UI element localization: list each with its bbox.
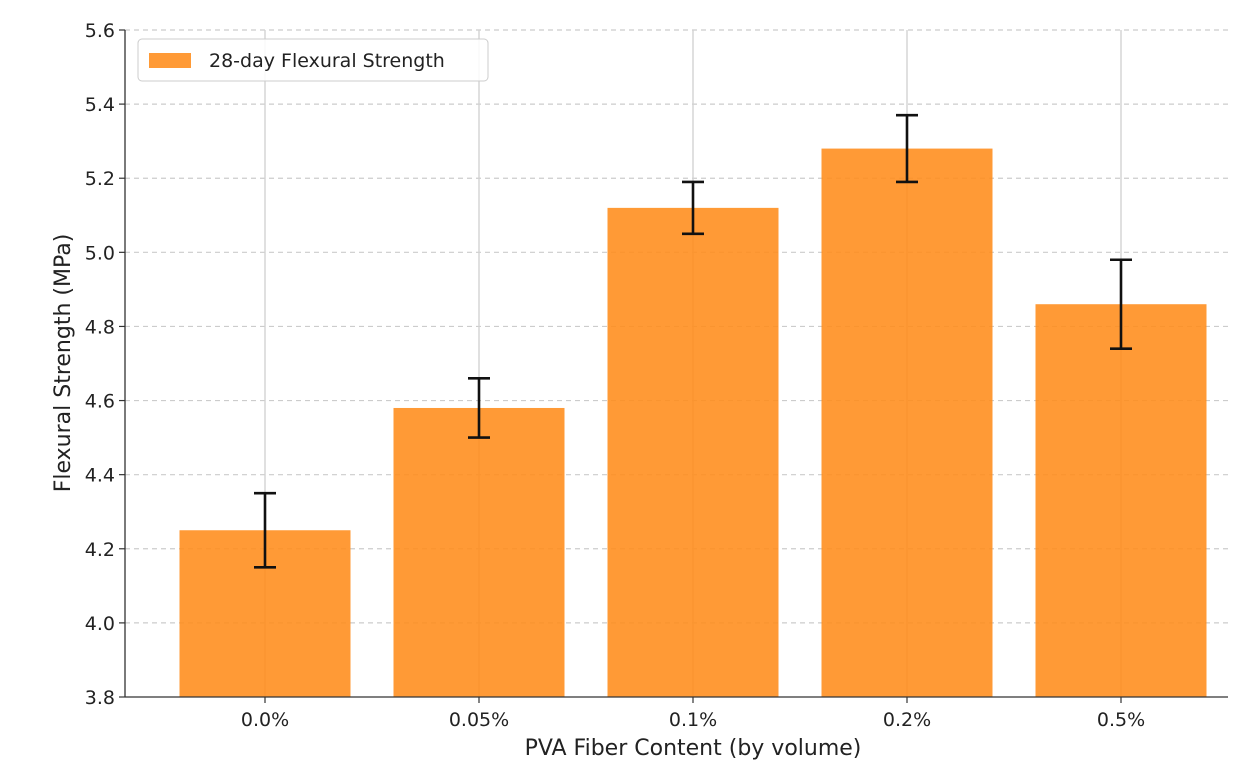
x-tick-label: 0.2% bbox=[883, 709, 931, 731]
y-axis-label: Flexural Strength (MPa) bbox=[51, 234, 76, 493]
x-axis-label: PVA Fiber Content (by volume) bbox=[525, 736, 862, 761]
error-bars bbox=[254, 113, 1132, 569]
x-tick-label: 0.0% bbox=[241, 709, 289, 731]
error-bar bbox=[1110, 258, 1132, 350]
y-tick-label: 3.8 bbox=[85, 687, 115, 709]
x-tick-label: 0.05% bbox=[449, 709, 509, 731]
error-bar bbox=[468, 377, 490, 439]
bar bbox=[821, 148, 993, 698]
error-bar bbox=[254, 491, 276, 569]
y-tick-label: 5.6 bbox=[85, 20, 115, 42]
y-tick-label: 4.4 bbox=[85, 465, 115, 487]
legend: 28-day Flexural Strength bbox=[137, 38, 489, 82]
bar bbox=[607, 207, 779, 697]
y-tick-label: 4.6 bbox=[85, 391, 115, 413]
y-tick-label: 5.0 bbox=[85, 242, 115, 264]
y-tick-labels: 3.8 4.0 4.2 4.4 4.6 4.8 5.0 5.2 5.4 5.6 bbox=[85, 20, 115, 709]
y-tick-label: 5.2 bbox=[85, 168, 115, 190]
y-tick-label: 4.8 bbox=[85, 316, 115, 338]
legend-label: 28-day Flexural Strength bbox=[209, 50, 445, 72]
error-bar bbox=[682, 180, 704, 236]
axes bbox=[119, 29, 1228, 703]
bars bbox=[179, 148, 1207, 698]
x-tick-labels: 0.0% 0.05% 0.1% 0.2% 0.5% bbox=[241, 709, 1145, 731]
y-tick-label: 5.4 bbox=[85, 94, 115, 116]
y-tick-label: 4.0 bbox=[85, 613, 115, 635]
legend-frame bbox=[137, 38, 489, 82]
y-tick-label: 4.2 bbox=[85, 539, 115, 561]
x-tick-label: 0.1% bbox=[669, 709, 717, 731]
legend-swatch bbox=[149, 53, 191, 68]
bar bbox=[1035, 304, 1207, 697]
bar bbox=[393, 407, 565, 697]
error-bar bbox=[896, 113, 918, 184]
x-tick-label: 0.5% bbox=[1097, 709, 1145, 731]
